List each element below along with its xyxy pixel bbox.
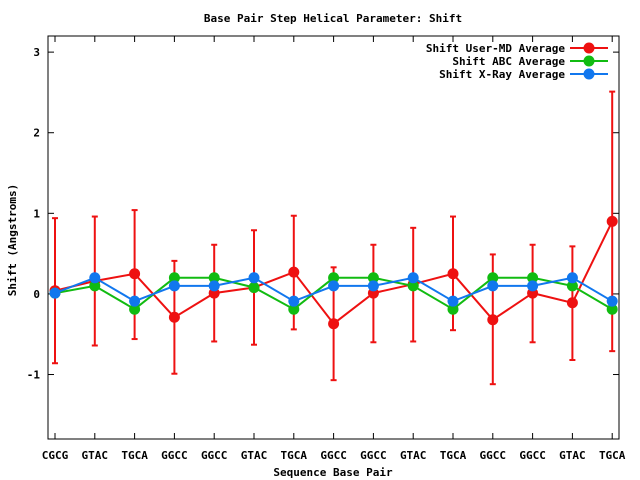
x-axis-label: Sequence Base Pair (273, 466, 393, 479)
data-point (447, 295, 459, 307)
legend-marker (583, 68, 595, 80)
series-group (49, 215, 618, 330)
y-axis-label: Shift (Angstroms) (6, 184, 19, 297)
legend-label: Shift User-MD Average (426, 42, 565, 55)
data-point (407, 272, 419, 284)
data-point (328, 318, 340, 330)
data-point (566, 280, 578, 292)
x-tick-label: GTAC (241, 449, 268, 462)
data-point (248, 281, 260, 293)
data-point (288, 303, 300, 315)
data-point (367, 280, 379, 292)
data-point (447, 268, 459, 280)
data-point (407, 280, 419, 292)
data-point (288, 266, 300, 278)
data-point (208, 272, 220, 284)
data-point (367, 272, 379, 284)
data-point (168, 272, 180, 284)
chart-title: Base Pair Step Helical Parameter: Shift (204, 12, 462, 25)
data-point (487, 280, 499, 292)
data-point (527, 280, 539, 292)
x-tick-label: TGCA (121, 449, 148, 462)
y-tick-label: -1 (27, 369, 41, 382)
data-point (606, 295, 618, 307)
data-point (168, 280, 180, 292)
data-point (129, 268, 141, 280)
data-point (606, 215, 618, 227)
x-tick-label: GTAC (559, 449, 586, 462)
data-point (288, 295, 300, 307)
data-point (129, 303, 141, 315)
x-tick-label: GGCC (519, 449, 546, 462)
x-tick-label: GGCC (360, 449, 387, 462)
data-point (487, 272, 499, 284)
x-tick-label: CGCG (42, 449, 69, 462)
axes: -1 0 1 2 3 CGCG GTAC TGCA GGCC GGCC GTAC TGCA GGCC GG… (27, 36, 626, 462)
data-point (168, 311, 180, 323)
data-point (89, 280, 101, 292)
y-tick-label: 0 (33, 288, 40, 301)
data-point (328, 272, 340, 284)
x-tick-label: GGCC (320, 449, 347, 462)
x-tick-label: TGCA (440, 449, 467, 462)
y-tick-label: 3 (33, 46, 40, 59)
data-point (606, 303, 618, 315)
x-tick-label: GTAC (82, 449, 109, 462)
error-bars (52, 90, 616, 386)
x-tick-label: GTAC (400, 449, 427, 462)
data-point (49, 287, 61, 299)
x-tick-label: GGCC (201, 449, 228, 462)
x-tick-label: GGCC (480, 449, 507, 462)
y-tick-label: 1 (33, 207, 40, 220)
legend-marker (583, 55, 595, 67)
data-point (527, 272, 539, 284)
data-point (248, 272, 260, 284)
data-point (566, 297, 578, 309)
x-tick-label: TGCA (599, 449, 626, 462)
x-tick-label: GGCC (161, 449, 188, 462)
data-point (129, 295, 141, 307)
y-tick-label: 2 (33, 127, 40, 140)
data-point (566, 272, 578, 284)
data-point (208, 280, 220, 292)
data-point (447, 303, 459, 315)
data-point (328, 280, 340, 292)
legend-marker (583, 42, 595, 54)
data-point (487, 314, 499, 326)
x-tick-label: TGCA (281, 449, 308, 462)
data-point (89, 272, 101, 284)
legend-label: Shift ABC Average (452, 55, 565, 68)
legend-label: Shift X-Ray Average (439, 68, 565, 81)
